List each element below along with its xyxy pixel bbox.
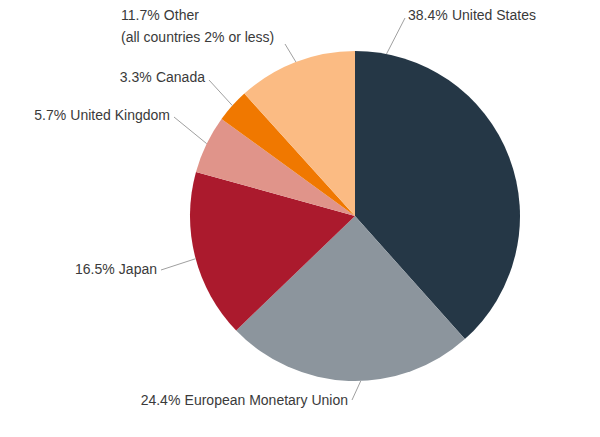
value-label: 38.4% <box>408 7 448 23</box>
slice <box>244 51 355 216</box>
value-label: 24.4% <box>141 392 181 408</box>
value-label: 11.7% <box>121 7 160 23</box>
leader-line <box>161 259 196 270</box>
chart: 38.4%United States 24.4%European Monetary… <box>0 0 600 437</box>
leader-line <box>209 80 232 106</box>
annotation: (all countries 2% or less) <box>121 29 274 45</box>
value-label: 16.5% <box>75 261 115 277</box>
slice-label: 3.3%Canada <box>120 69 205 85</box>
category-label: United States <box>452 7 536 23</box>
slice-label: 16.5%Japan <box>75 261 157 277</box>
pie <box>190 51 520 381</box>
slice-label: 11.7%Other <box>121 7 199 23</box>
value-label: 5.7% <box>34 107 66 123</box>
leader-line <box>285 44 296 62</box>
value-label: 3.3% <box>120 69 152 85</box>
leader-line <box>352 381 361 400</box>
leader-line <box>386 18 405 54</box>
category-label: European Monetary Union <box>185 392 348 408</box>
slice-label: 24.4%European Monetary Union <box>141 392 348 408</box>
category-label: Canada <box>156 69 205 85</box>
slice-label: 38.4%United States <box>408 7 536 23</box>
category-label: United Kingdom <box>70 107 170 123</box>
leader-line <box>174 117 207 144</box>
category-label: Other <box>164 7 199 23</box>
category-label: Japan <box>119 261 157 277</box>
slice-label: 5.7%United Kingdom <box>34 107 170 123</box>
